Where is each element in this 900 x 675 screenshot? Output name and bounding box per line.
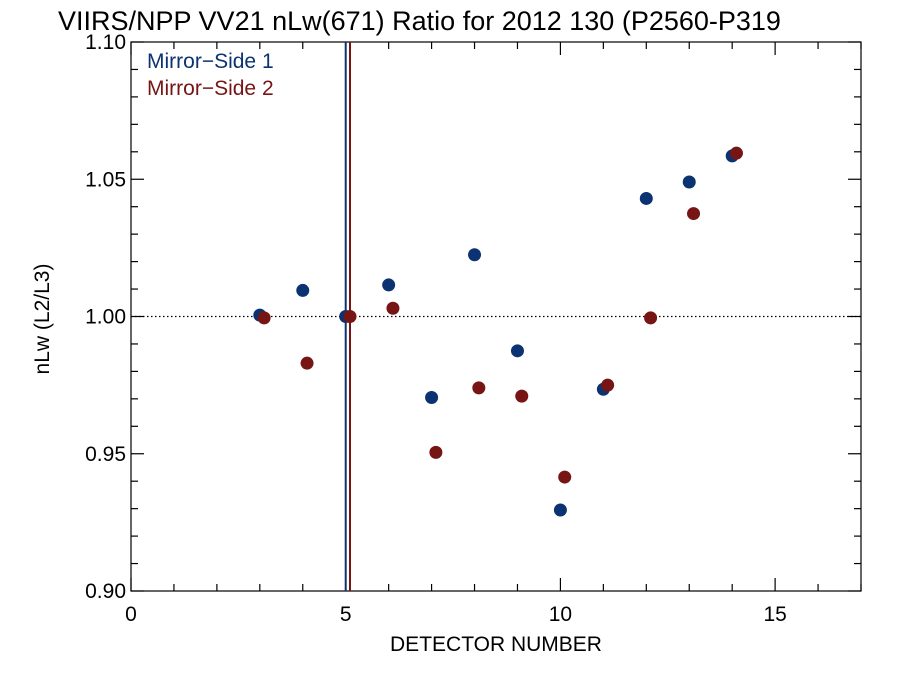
x-tick-label: 5 (340, 603, 352, 626)
data-point (558, 470, 572, 484)
data-point (429, 445, 443, 459)
data-point (687, 207, 701, 221)
data-point (639, 191, 653, 205)
legend-entry: Mirror−Side 2 (147, 77, 274, 100)
data-point (682, 175, 696, 189)
x-axis-label: DETECTOR NUMBER (390, 633, 602, 656)
data-point (257, 311, 271, 325)
y-tick-label: 0.90 (85, 580, 126, 603)
data-point (644, 311, 658, 325)
data-point (386, 301, 400, 315)
data-point (296, 283, 310, 297)
y-tick-label: 1.10 (85, 31, 126, 54)
data-point (601, 378, 615, 392)
x-tick-label: 0 (125, 603, 137, 626)
x-tick-label: 10 (549, 603, 572, 626)
data-point (468, 248, 482, 262)
y-tick-label: 1.00 (85, 306, 126, 329)
data-point (472, 381, 486, 395)
data-point (729, 146, 743, 160)
data-point (382, 278, 396, 292)
legend-entry: Mirror−Side 1 (147, 50, 274, 73)
data-point (425, 390, 439, 404)
y-tick-label: 0.95 (85, 443, 126, 466)
data-point (510, 344, 524, 358)
y-axis-label: nLw (L2/L3) (31, 264, 54, 375)
legend: Mirror−Side 1 Mirror−Side 2 (147, 50, 274, 100)
data-point (343, 310, 357, 323)
chart-title: VIIRS/NPP VV21 nLw(671) Ratio for 2012 1… (58, 6, 781, 36)
plot-area: 0 5 10 15 0.90 0.95 1.00 1.05 1.10 (85, 31, 862, 626)
x-tick-label: 15 (763, 603, 786, 626)
data-point (553, 503, 567, 517)
data-point (515, 389, 529, 403)
data-point (300, 356, 314, 370)
y-tick-label: 1.05 (85, 168, 126, 191)
